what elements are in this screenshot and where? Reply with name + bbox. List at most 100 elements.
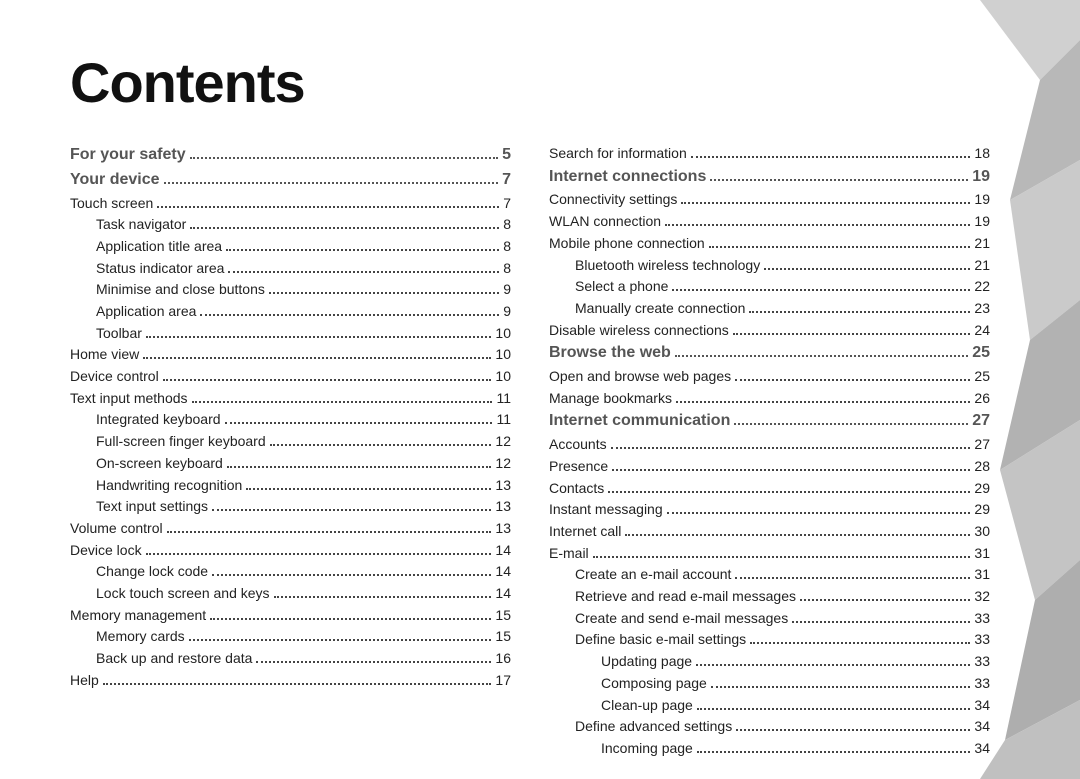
toc-entry[interactable]: Create an e-mail account31 [549, 564, 990, 586]
toc-entry[interactable]: Presence28 [549, 456, 990, 478]
toc-entry[interactable]: For your safety5 [70, 143, 511, 168]
toc-entry[interactable]: Internet connections19 [549, 165, 990, 190]
toc-entry[interactable]: Status indicator area8 [70, 258, 511, 280]
toc-entry[interactable]: Internet call30 [549, 521, 990, 543]
toc-entry[interactable]: Composing page33 [549, 673, 990, 695]
toc-entry-label: Connectivity settings [549, 189, 677, 211]
toc-entry-label: Touch screen [70, 193, 153, 215]
toc-entry-label: Manually create connection [549, 298, 745, 320]
toc-entry[interactable]: Toolbar 10 [70, 323, 511, 345]
toc-entry[interactable]: Internet communication 27 [549, 409, 990, 434]
toc-entry[interactable]: Contacts29 [549, 478, 990, 500]
toc-leader-dots [736, 719, 970, 732]
toc-leader-dots [764, 257, 970, 270]
toc-entry[interactable]: Updating page33 [549, 651, 990, 673]
toc-entry-label: Internet connections [549, 165, 706, 190]
toc-leader-dots [800, 588, 970, 601]
toc-entry[interactable]: Memory cards15 [70, 626, 511, 648]
toc-entry[interactable]: Application title area8 [70, 236, 511, 258]
toc-entry[interactable]: Mobile phone connection21 [549, 233, 990, 255]
toc-entry[interactable]: Select a phone22 [549, 276, 990, 298]
toc-leader-dots [608, 480, 970, 493]
toc-entry-page: 10 [495, 323, 511, 345]
toc-leader-dots [733, 322, 971, 335]
toc-entry[interactable]: Define basic e-mail settings33 [549, 629, 990, 651]
toc-entry-page: 9 [503, 301, 511, 323]
toc-entry[interactable]: Touch screen 7 [70, 193, 511, 215]
toc-entry-label: Retrieve and read e-mail messages [549, 586, 796, 608]
toc-leader-dots [625, 523, 970, 536]
toc-entry[interactable]: Manage bookmarks26 [549, 388, 990, 410]
toc-entry-page: 31 [974, 564, 990, 586]
toc-entry[interactable]: Memory management15 [70, 605, 511, 627]
toc-entry[interactable]: Device control10 [70, 366, 511, 388]
toc-leader-dots [225, 412, 493, 425]
toc-entry[interactable]: Device lock14 [70, 540, 511, 562]
toc-entry[interactable]: Home view10 [70, 344, 511, 366]
toc-leader-dots [103, 672, 492, 685]
toc-entry-page: 12 [495, 453, 511, 475]
toc-entry[interactable]: Text input settings13 [70, 496, 511, 518]
toc-entry[interactable]: Search for information18 [549, 143, 990, 165]
toc-entry[interactable]: WLAN connection19 [549, 211, 990, 233]
toc-entry[interactable]: Full-screen finger keyboard12 [70, 431, 511, 453]
toc-entry[interactable]: Your device7 [70, 168, 511, 193]
toc-entry[interactable]: Change lock code14 [70, 561, 511, 583]
toc-entry[interactable]: Clean-up page34 [549, 695, 990, 717]
toc-entry-page: 19 [974, 211, 990, 233]
toc-entry[interactable]: Accounts27 [549, 434, 990, 456]
toc-entry-label: Toolbar [70, 323, 142, 345]
toc-entry[interactable]: Incoming page34 [549, 738, 990, 760]
toc-entry-page: 30 [974, 521, 990, 543]
toc-entry[interactable]: Connectivity settings19 [549, 189, 990, 211]
toc-entry-label: Accounts [549, 434, 607, 456]
toc-entry[interactable]: Browse the web25 [549, 341, 990, 366]
toc-leader-dots [711, 675, 971, 688]
toc-entry[interactable]: Instant messaging29 [549, 499, 990, 521]
toc-entry[interactable]: Open and browse web pages25 [549, 366, 990, 388]
toc-entry-page: 31 [974, 543, 990, 565]
toc-leader-dots [593, 545, 971, 558]
toc-entry-page: 33 [974, 608, 990, 630]
toc-entry-label: Full-screen finger keyboard [70, 431, 266, 453]
toc-entry-label: Internet communication [549, 409, 730, 434]
toc-leader-dots [709, 235, 971, 248]
toc-leader-dots [612, 458, 970, 471]
toc-entry-label: Instant messaging [549, 499, 663, 521]
toc-entry[interactable]: Task navigator8 [70, 214, 511, 236]
toc-leader-dots [227, 455, 492, 468]
toc-entry-page: 7 [503, 193, 511, 215]
toc-entry[interactable]: Handwriting recognition13 [70, 475, 511, 497]
toc-entry-label: For your safety [70, 143, 186, 168]
toc-entry[interactable]: Minimise and close buttons9 [70, 279, 511, 301]
toc-entry[interactable]: Application area9 [70, 301, 511, 323]
toc-entry-label: Help [70, 670, 99, 692]
toc-entry[interactable]: Help17 [70, 670, 511, 692]
toc-entry-page: 27 [972, 409, 990, 434]
toc-entry[interactable]: Create and send e-mail messages33 [549, 608, 990, 630]
toc-entry-page: 15 [495, 605, 511, 627]
toc-leader-dots [200, 303, 499, 316]
toc-entry-label: Clean-up page [549, 695, 693, 717]
toc-entry-label: Incoming page [549, 738, 693, 760]
toc-entry[interactable]: Back up and restore data16 [70, 648, 511, 670]
toc-entry[interactable]: Bluetooth wireless technology21 [549, 255, 990, 277]
toc-entry-label: Text input settings [70, 496, 208, 518]
toc-entry[interactable]: Manually create connection23 [549, 298, 990, 320]
toc-entry-label: Mobile phone connection [549, 233, 705, 255]
toc-entry[interactable]: Text input methods11 [70, 388, 511, 410]
toc-entry[interactable]: E-mail31 [549, 543, 990, 565]
toc-entry[interactable]: Disable wireless connections24 [549, 320, 990, 342]
toc-entry-label: Lock touch screen and keys [70, 583, 270, 605]
toc-entry-page: 14 [495, 561, 511, 583]
toc-entry[interactable]: On-screen keyboard12 [70, 453, 511, 475]
toc-leader-dots [665, 214, 970, 227]
toc-entry[interactable]: Define advanced settings34 [549, 716, 990, 738]
toc-entry[interactable]: Retrieve and read e-mail messages32 [549, 586, 990, 608]
toc-entry-label: Select a phone [549, 276, 668, 298]
toc-entry[interactable]: Volume control13 [70, 518, 511, 540]
toc-entry-label: Application title area [70, 236, 222, 258]
toc-entry[interactable]: Lock touch screen and keys14 [70, 583, 511, 605]
toc-entry[interactable]: Integrated keyboard11 [70, 409, 511, 431]
toc-columns: For your safety5Your device7Touch screen… [70, 143, 990, 760]
